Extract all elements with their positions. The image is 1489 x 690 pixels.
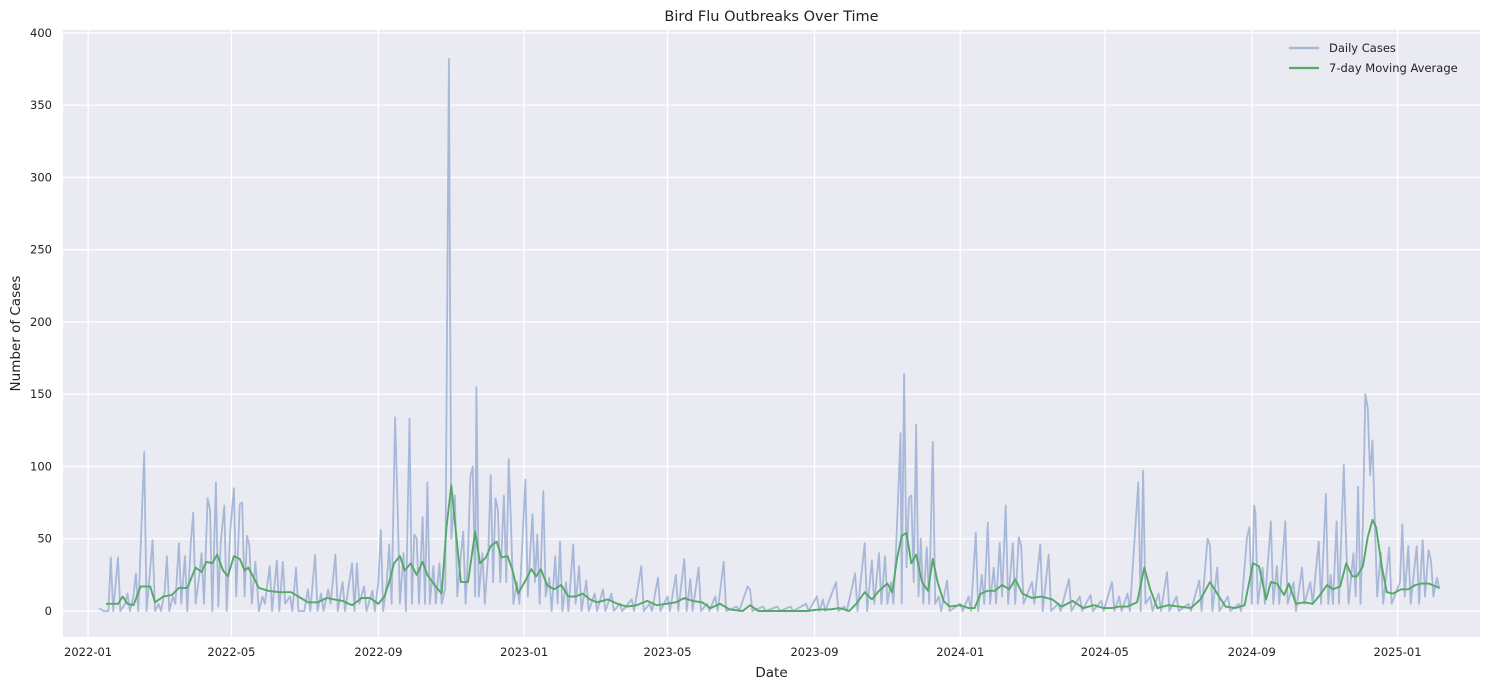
x-tick-label: 2024-09: [1228, 645, 1276, 659]
x-tick-label: 2023-05: [644, 645, 692, 659]
legend-label-moving-average: 7-day Moving Average: [1329, 61, 1458, 75]
x-tick-label: 2023-01: [500, 645, 548, 659]
x-axis-label: Date: [755, 665, 787, 681]
x-tick-label: 2025-01: [1374, 645, 1422, 659]
chart-title: Bird Flu Outbreaks Over Time: [664, 9, 878, 25]
x-tick-label: 2022-09: [354, 645, 402, 659]
y-tick-label: 50: [37, 532, 52, 546]
tick-labels: 2022-01 2022-05 2022-09 2023-01 2023-05 2023-…: [30, 26, 1422, 659]
x-tick-label: 2022-05: [207, 645, 255, 659]
x-tick-label: 2023-09: [790, 645, 838, 659]
y-tick-label: 250: [30, 243, 52, 257]
legend-label-daily-cases: Daily Cases: [1329, 41, 1396, 55]
y-tick-label: 0: [45, 604, 52, 618]
y-tick-label: 300: [30, 170, 52, 184]
y-tick-label: 350: [30, 98, 52, 112]
y-tick-label: 400: [30, 26, 52, 40]
legend: Daily Cases 7-day Moving Average: [1289, 41, 1458, 75]
y-tick-label: 100: [30, 459, 52, 473]
y-tick-label: 150: [30, 387, 52, 401]
moving-average-line: [106, 484, 1440, 612]
series-layer: [98, 58, 1441, 612]
x-tick-label: 2022-01: [64, 645, 112, 659]
x-tick-label: 2024-05: [1081, 645, 1129, 659]
y-axis-label: Number of Cases: [8, 276, 24, 392]
plot-background: [63, 30, 1480, 637]
y-tick-label: 200: [30, 315, 52, 329]
x-tick-label: 2024-01: [936, 645, 984, 659]
